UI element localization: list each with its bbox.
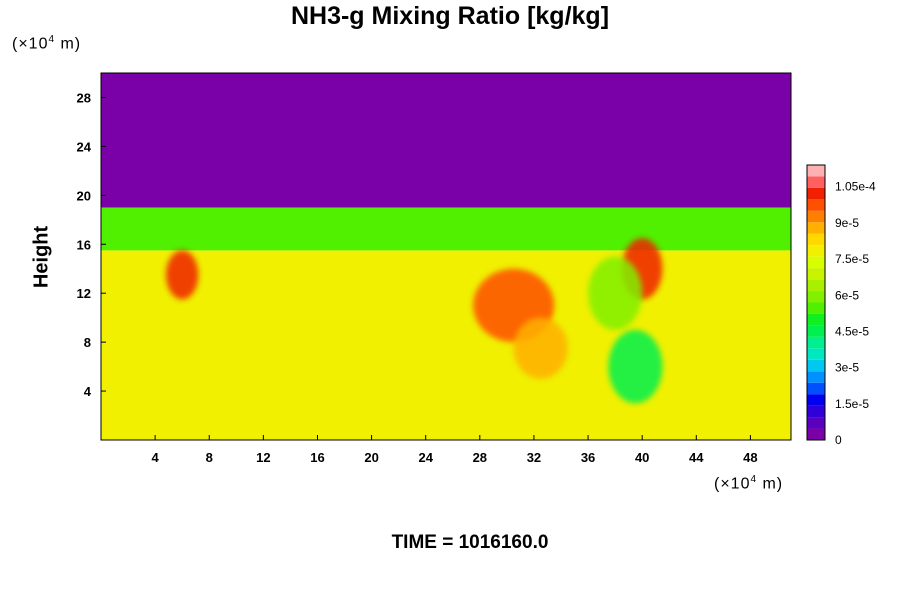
colorbar-swatch	[807, 428, 825, 440]
region-mid-band	[101, 207, 791, 251]
y-tick-label: 8	[84, 335, 91, 350]
y-tick-label: 20	[77, 188, 91, 203]
region-lower-layer	[101, 250, 791, 440]
x-tick-label: 48	[743, 450, 757, 465]
y-axis-unit: (×104 m)	[12, 34, 81, 53]
colorbar: 0 1.5e-5 3e-5 4.5e-5 6e-5 7.5e-5 9e-5 1.05e-4	[806, 164, 876, 447]
colorbar-tick-label: 3e-5	[835, 361, 859, 375]
colorbar-tick-label: 0	[835, 433, 842, 447]
colorbar-frame	[806, 164, 826, 441]
colorbar-swatch	[807, 405, 825, 418]
chart-title: NH3-g Mixing Ratio [kg/kg]	[290, 2, 610, 30]
x-tick-label: 12	[256, 450, 270, 465]
y-unit-prefix: (×10	[12, 35, 49, 53]
colorbar-swatch	[807, 256, 825, 269]
colorbar-swatch	[807, 325, 825, 337]
colorbar-swatch	[807, 199, 825, 211]
x-axis-ticks: 4 8 12 16 20 24 28 32 36 40 44 48	[152, 435, 758, 465]
feature-cell-39	[608, 329, 663, 404]
feature-plume-33	[513, 317, 568, 379]
colorbar-swatch	[807, 291, 825, 303]
colorbar-swatch	[807, 165, 825, 177]
plot-area	[101, 73, 791, 440]
plot-frame	[100, 72, 792, 441]
colorbar-swatch	[807, 348, 825, 360]
colorbar-swatch	[807, 394, 825, 406]
colorbar-swatch	[807, 417, 825, 429]
colorbar-swatch	[807, 336, 825, 349]
colorbar-swatch	[807, 245, 825, 257]
colorbar-swatch	[807, 222, 825, 234]
colorbar-swatch	[807, 268, 825, 280]
x-axis-unit: (×104 m)	[714, 474, 783, 493]
colorbar-swatch	[807, 359, 825, 372]
region-upper-layer	[101, 73, 791, 208]
y-tick-label: 4	[84, 384, 92, 399]
colorbar-tick-label: 1.5e-5	[835, 397, 869, 411]
colorbar-tick-label: 4.5e-5	[835, 324, 869, 338]
colorbar-tick-label: 7.5e-5	[835, 252, 869, 266]
x-unit-prefix: (×10	[714, 475, 751, 493]
x-tick-label: 28	[473, 450, 487, 465]
x-tick-label: 36	[581, 450, 595, 465]
y-tick-label: 24	[77, 139, 92, 154]
colorbar-swatch	[807, 382, 825, 395]
colorbar-swatch	[807, 233, 825, 246]
x-tick-label: 4	[152, 450, 160, 465]
x-tick-label: 44	[689, 450, 704, 465]
colorbar-swatch	[807, 313, 825, 326]
time-label: TIME = 1016160.0	[391, 532, 549, 553]
colorbar-swatch	[807, 210, 825, 223]
colorbar-swatch	[807, 176, 825, 188]
x-tick-label: 8	[206, 450, 213, 465]
feature-plume-left	[165, 250, 199, 300]
y-tick-label: 16	[77, 237, 91, 252]
colorbar-tick-label: 6e-5	[835, 288, 859, 302]
y-tick-label: 28	[77, 90, 91, 105]
colorbar-swatch	[807, 302, 825, 314]
colorbar-swatch	[807, 279, 825, 292]
feature-cell-38	[588, 256, 643, 330]
colorbar-tick-label: 1.05e-4	[835, 180, 876, 194]
colorbar-tick-label: 9e-5	[835, 216, 859, 230]
y-tick-label: 12	[77, 286, 91, 301]
x-unit-exponent: 4	[750, 474, 758, 485]
y-axis-ticks: 4 8 12 16 20 24 28	[77, 90, 106, 399]
x-tick-label: 24	[418, 450, 433, 465]
colorbar-swatch	[807, 371, 825, 383]
x-tick-label: 20	[364, 450, 378, 465]
x-unit-suffix: m)	[757, 475, 784, 493]
colorbar-swatch	[807, 187, 825, 200]
y-unit-suffix: m)	[55, 35, 82, 53]
x-tick-label: 40	[635, 450, 649, 465]
x-tick-label: 16	[310, 450, 324, 465]
x-tick-label: 32	[527, 450, 541, 465]
y-unit-exponent: 4	[48, 34, 56, 45]
